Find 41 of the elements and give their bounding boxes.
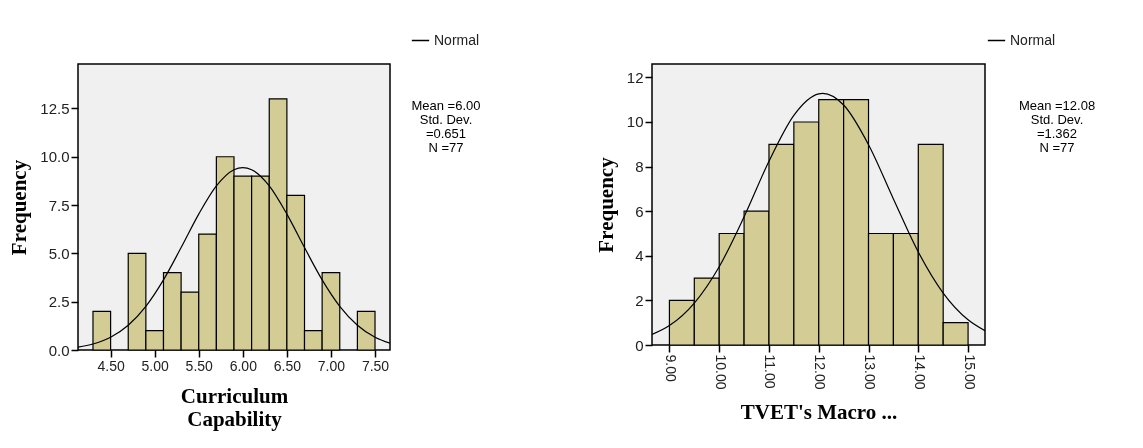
y-tick-label: 5.0 — [48, 244, 70, 262]
y-axis-title: Frequency — [7, 159, 32, 256]
y-axis-title: Frequency — [593, 156, 618, 253]
y-tick-label: 2 — [635, 291, 644, 309]
x-tick-label: 5.00 — [141, 357, 170, 374]
x-tick-label: 7.00 — [317, 357, 346, 374]
x-tick-label: 11.00 — [762, 354, 779, 389]
text: N =77 — [428, 140, 464, 155]
y-tick-label: 2.5 — [48, 293, 70, 311]
x-tick-label: 4.50 — [97, 357, 125, 374]
y-tick-label: 7.5 — [48, 196, 70, 214]
x-tick-label: 10.00 — [712, 354, 729, 390]
text: Mean =6.00 — [411, 98, 481, 113]
x-axis-title: TVET's Macro ... — [740, 399, 898, 424]
x-tick-label: 7.50 — [361, 357, 390, 374]
text: Mean =12.08 — [1018, 98, 1096, 113]
x-tick-label: 6.50 — [273, 357, 302, 374]
y-tick-label: 0 — [635, 336, 644, 354]
text: =0.651 — [425, 126, 467, 141]
y-tick-label: 12.5 — [40, 99, 70, 117]
y-tick-label: 12 — [626, 68, 644, 86]
text: =1.362 — [1036, 126, 1078, 141]
x-tick-label: 15.00 — [961, 354, 978, 390]
x-tick-label: 14.00 — [911, 354, 928, 390]
x-tick-label: 5.50 — [185, 357, 214, 374]
y-tick-label: 4 — [635, 247, 644, 265]
text: Std. Dev. — [419, 112, 473, 127]
y-tick-label: 8 — [635, 158, 644, 176]
x-tick-label: 12.00 — [812, 354, 829, 390]
y-tick-label: 6 — [635, 202, 644, 220]
x-axis-title: Curriculum Capability — [180, 383, 289, 431]
legend-label: Normal — [434, 31, 480, 48]
x-tick-label: 9.00 — [662, 354, 679, 382]
y-tick-label: 10.0 — [40, 148, 70, 166]
text: Std. Dev. — [1030, 112, 1084, 127]
text: N =77 — [1039, 140, 1075, 155]
y-tick-label: 10 — [626, 113, 644, 131]
x-tick-label: 13.00 — [862, 354, 879, 390]
x-tick-label: 6.00 — [229, 357, 258, 374]
y-tick-label: 0.0 — [48, 341, 70, 359]
legend-label: Normal — [1010, 31, 1056, 48]
